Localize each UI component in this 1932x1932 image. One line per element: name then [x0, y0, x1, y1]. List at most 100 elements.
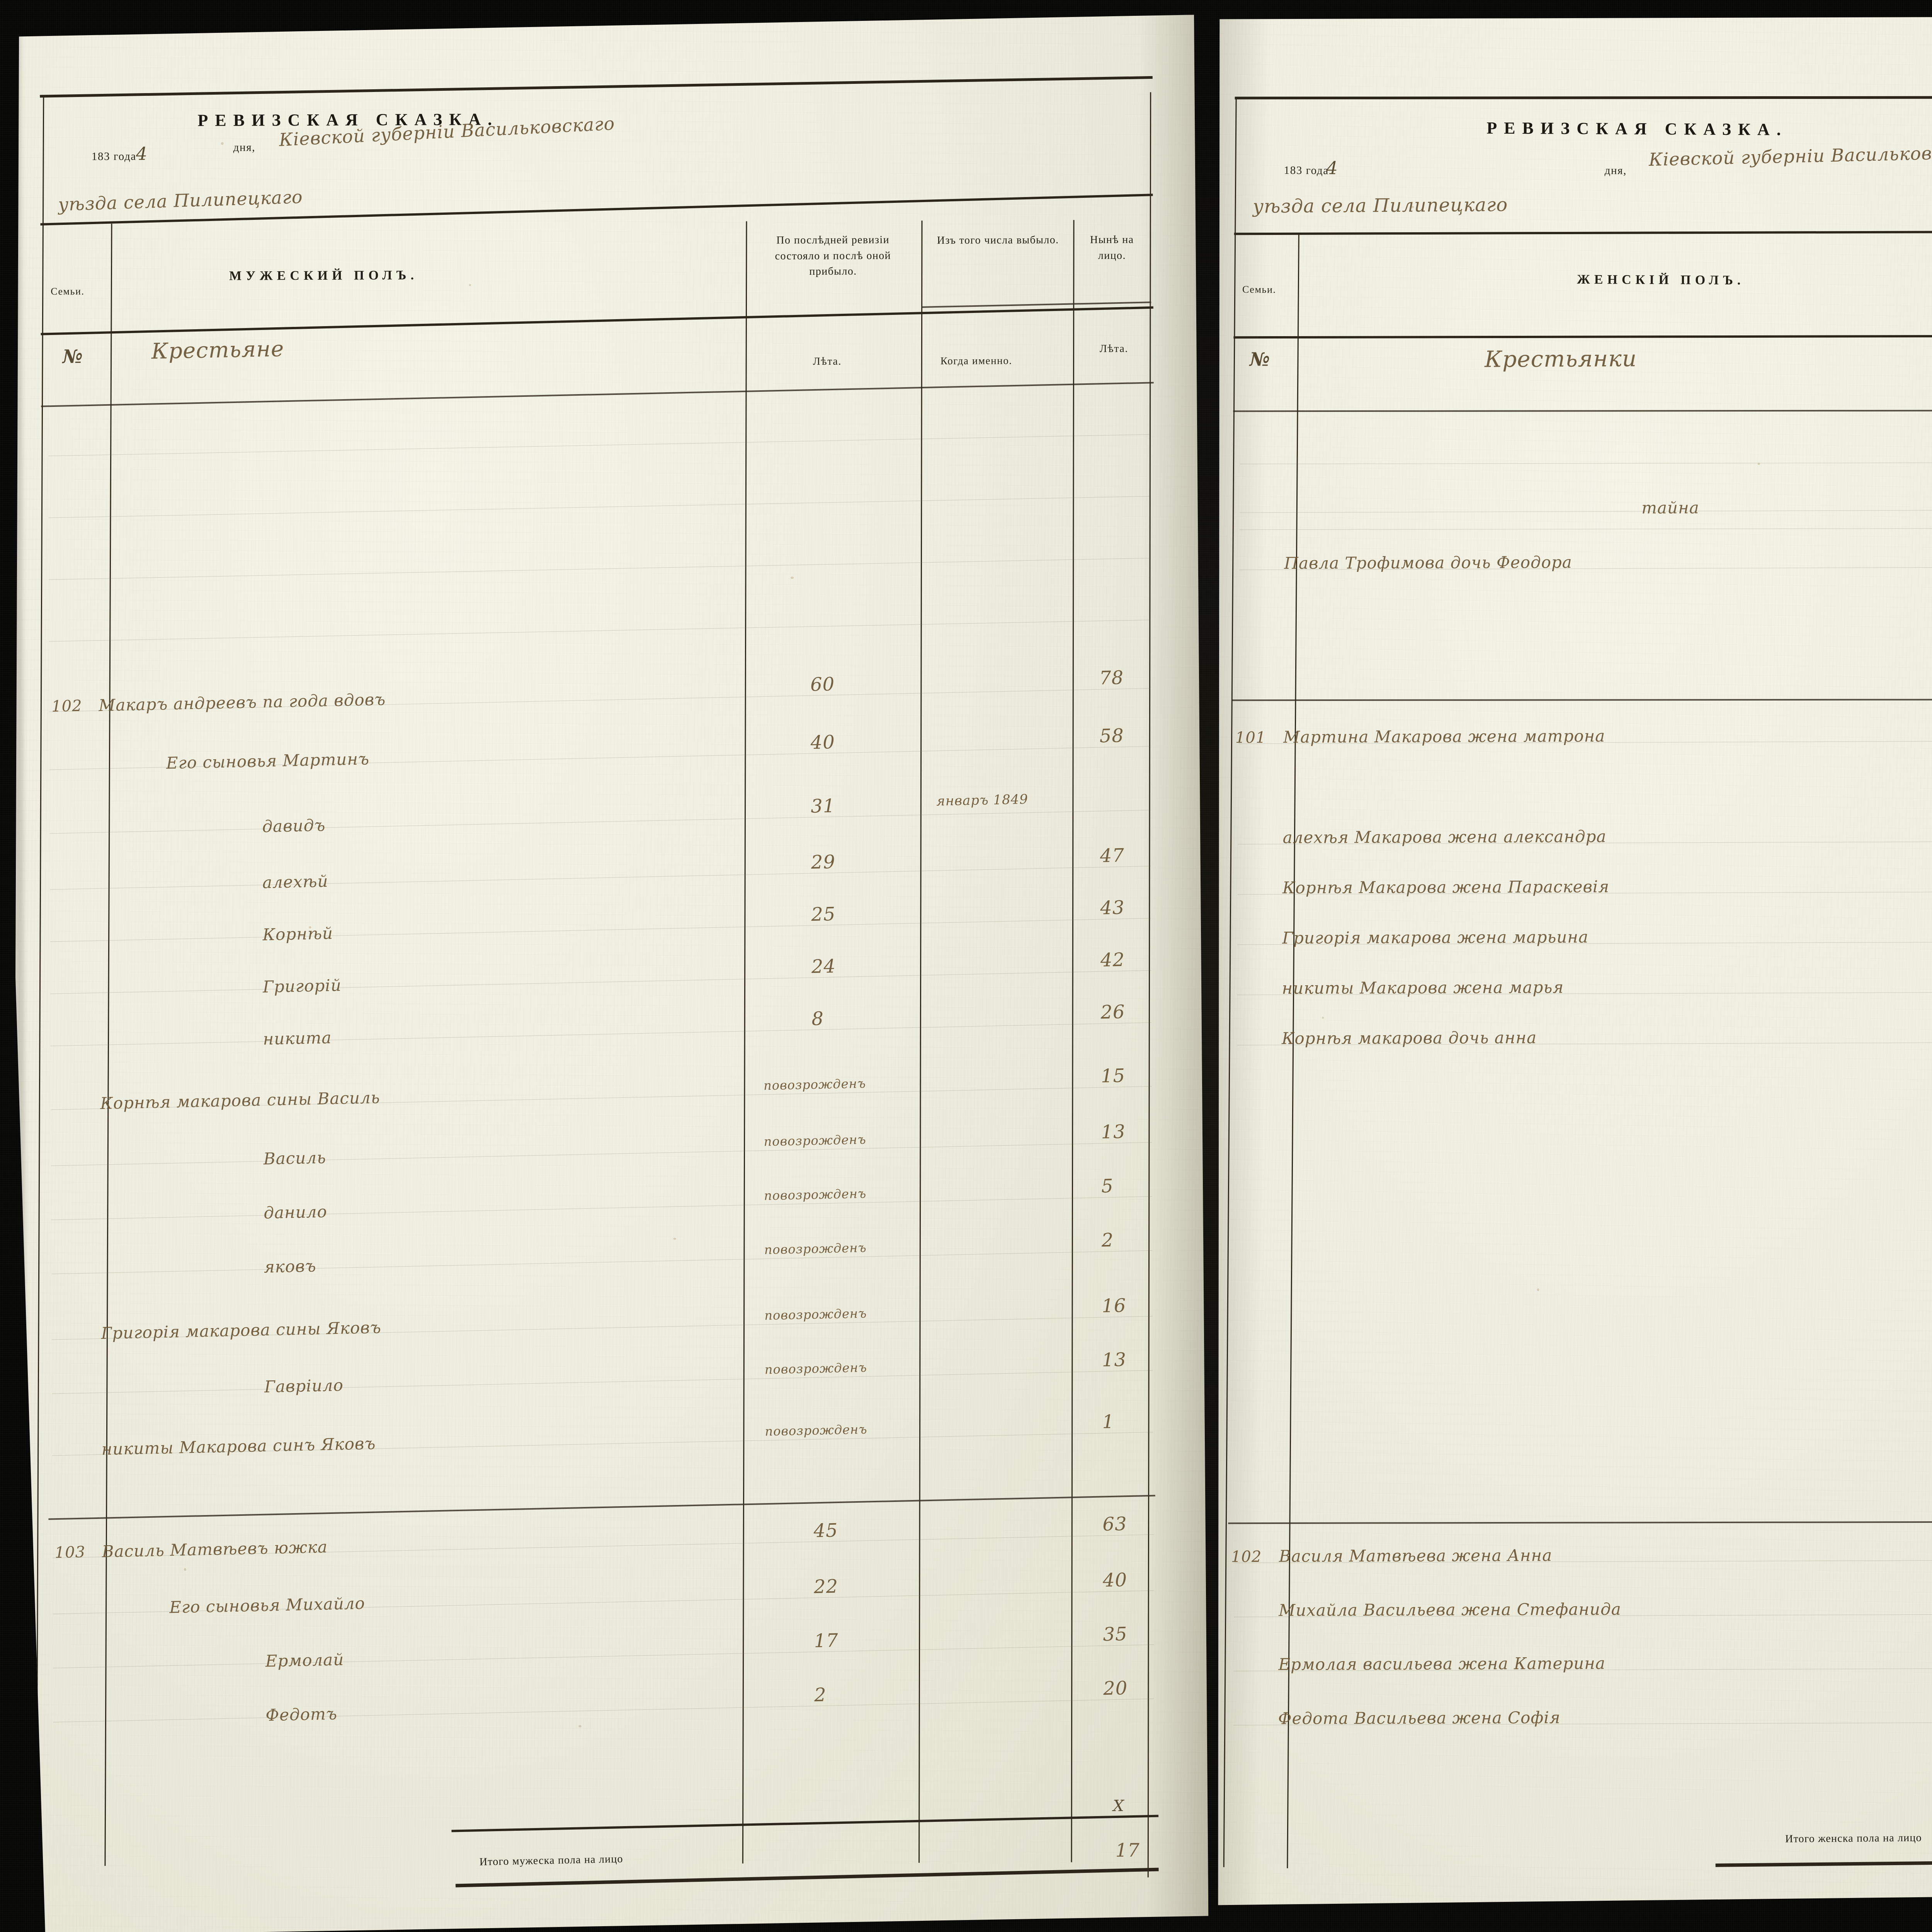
ruled-line [52, 1370, 1153, 1394]
left-page-year-handwritten: 4 [136, 143, 148, 164]
left-family-group-separator [48, 1495, 1155, 1520]
right-family-group-separator [1228, 1520, 1932, 1524]
right-table-section-rule [1233, 410, 1932, 412]
right-page-day-label: дня, [1604, 164, 1627, 177]
left-row-name: давидъ [262, 815, 326, 836]
left-row-prior-revision-age: 45 [813, 1519, 838, 1542]
left-row-name: яковъ [264, 1256, 317, 1277]
left-table-total-rule [451, 1815, 1158, 1832]
right-page-title: РЕВИЗСКАЯ СКАЗКА. [1486, 118, 1788, 139]
left-col-header-prior-revision-sub: Лѣта. [813, 355, 842, 367]
ruled-line [53, 1645, 1154, 1668]
left-row-present-age: 40 [1102, 1569, 1128, 1592]
left-row-prior-revision-age: повозрожденъ [764, 1132, 866, 1149]
right-col-header-number-sign: № [1249, 349, 1270, 371]
left-row-name: Григорія макарова сины Яковъ [101, 1318, 382, 1343]
ruled-line [51, 1196, 1152, 1220]
left-row-family-number: 102 [51, 697, 83, 716]
left-row-present-age: 26 [1100, 1001, 1126, 1024]
left-row-present-age: 58 [1099, 724, 1124, 747]
left-col-header-departed-sub: Когда именно. [940, 354, 1012, 367]
left-total-label: Итого мужеска пола на лицо [479, 1853, 623, 1868]
right-table-group-rule [1232, 699, 1932, 701]
left-row-present-age: 63 [1102, 1513, 1128, 1536]
left-col-header-family: Семьи. [51, 286, 85, 297]
ruled-line [1240, 509, 1932, 513]
left-row-present-age: 35 [1102, 1623, 1128, 1646]
right-table-top-rule [1235, 96, 1932, 100]
ruled-line [50, 918, 1151, 942]
left-total-value: 17 [1115, 1839, 1140, 1861]
left-row-name: данило [263, 1202, 328, 1223]
left-table-bottom-rule [456, 1868, 1159, 1888]
right-table-head-rule [1234, 230, 1932, 235]
left-row-name: алехѣй [262, 871, 328, 892]
left-row-name: Корнѣй [262, 923, 333, 944]
left-col-header-present-sub: Лѣта. [1099, 342, 1129, 355]
left-row-present-age: 5 [1101, 1175, 1114, 1197]
left-row-prior-revision-age: 31 [810, 795, 835, 817]
left-row-name: Василь [263, 1148, 327, 1168]
left-col-header-sex: МУЖЕСКИЙ ПОЛЪ. [229, 268, 418, 283]
left-row-prior-revision-age: повозрожденъ [765, 1422, 867, 1439]
left-row-name: Макаръ андреевъ па года вдовъ [98, 690, 386, 715]
right-page-year-printed: 183 года [1284, 164, 1329, 177]
ruled-line [51, 1142, 1152, 1166]
right-col-line-family [1287, 234, 1299, 1868]
left-row-prior-revision-age: повозрожденъ [764, 1186, 867, 1203]
left-row-prior-revision-age: повозрожденъ [764, 1306, 867, 1323]
left-col-header-present: Нынѣ на лицо. [1090, 233, 1134, 262]
left-row-present-age: 15 [1100, 1065, 1126, 1087]
left-row-family-number: 103 [54, 1543, 86, 1562]
left-row-present-age: 13 [1102, 1349, 1127, 1371]
left-row-present-age: 16 [1101, 1294, 1126, 1317]
left-row-present-age: 78 [1099, 667, 1124, 689]
left-row-prior-revision-age: повозрожденъ [764, 1240, 867, 1257]
left-row-present-age: 2 [1101, 1229, 1114, 1252]
left-col-line-departed [1071, 220, 1075, 1862]
left-row-prior-revision-age: 60 [810, 673, 835, 696]
left-total-mark: Х [1113, 1797, 1124, 1815]
left-row-prior-revision-age: 24 [811, 955, 836, 978]
left-col-line-outer [36, 97, 44, 1874]
right-page: 224 РЕВИЗСКАЯ СКАЗКА. 183 года 4 дня, Кі… [1201, 4, 1932, 1919]
right-row-family-number: 101 [1235, 729, 1266, 747]
left-row-name: Ермолай [265, 1650, 344, 1671]
left-row-prior-revision-age: 22 [813, 1575, 838, 1598]
left-table-section-rule [41, 382, 1153, 407]
left-row-prior-revision-age: повозрожденъ [764, 1360, 867, 1377]
right-row-name: тайна [1641, 498, 1699, 517]
right-page-place-line1: Кіевской губерніи Васильковскаго [1648, 141, 1932, 170]
left-row-prior-revision-age: 17 [814, 1629, 839, 1652]
right-page-year-handwritten: 4 [1326, 157, 1338, 179]
ruled-line [51, 1022, 1151, 1046]
left-row-prior-revision-age: 2 [814, 1684, 827, 1706]
right-table-subhead-rule [1233, 334, 1932, 338]
left-row-name: Гавріило [264, 1376, 344, 1396]
left-row-name: Федотъ [265, 1704, 338, 1725]
left-row-prior-revision-age: 25 [811, 903, 836, 925]
right-section-label: Крестьянки [1484, 345, 1637, 372]
left-section-label: Крестьяне [151, 336, 284, 364]
left-page: РЕВИЗСКАЯ СКАЗКА. 183 года 4 дня, Кіевск… [12, 15, 1208, 1932]
left-page-year-printed: 183 года [91, 150, 136, 163]
left-row-prior-revision-age: повозрожденъ [763, 1076, 866, 1093]
left-page-day-label: дня, [233, 141, 256, 154]
left-row-name: Корнѣя макарова сины Василь [100, 1088, 381, 1113]
left-page-place-line2: уѣзда села Пилипецкаго [58, 186, 303, 215]
left-col-header-number-sign: № [62, 346, 83, 368]
right-total-label: Итого женска пола на лицо [1785, 1832, 1922, 1845]
ruled-line [50, 810, 1151, 834]
right-page-place-line2: уѣзда села Пилипецкаго [1253, 194, 1508, 218]
ruled-line [50, 970, 1151, 994]
right-row-family-number: 102 [1231, 1548, 1262, 1566]
left-row-present-age: 43 [1100, 896, 1125, 919]
left-row-present-age: 20 [1103, 1677, 1128, 1700]
left-row-prior-revision-age: 40 [810, 731, 835, 753]
left-row-prior-revision-age: 8 [811, 1008, 824, 1030]
left-table-top-rule [40, 76, 1153, 98]
left-col-line-prior [918, 221, 922, 1863]
left-row-name: никиты Макарова синъ Яковъ [101, 1434, 376, 1459]
left-row-name: Его сыновья Мартинъ [166, 749, 370, 773]
